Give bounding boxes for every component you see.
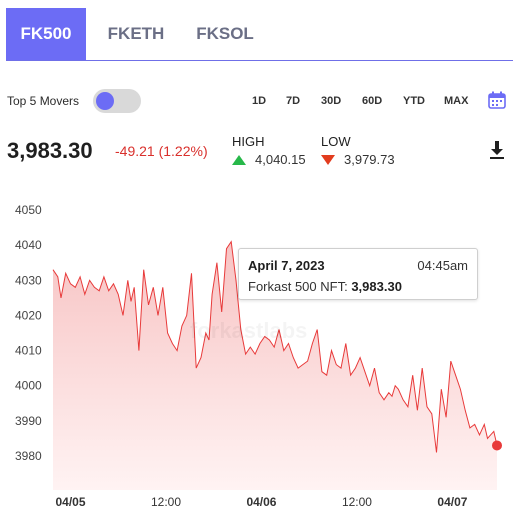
tab-fketh[interactable]: FKETH — [107, 24, 165, 43]
up-arrow-icon — [232, 155, 246, 165]
y-tick-label: 4010 — [15, 344, 42, 358]
download-icon[interactable] — [488, 140, 506, 160]
index-tabs: FK500 FKETH FKSOL — [6, 8, 513, 61]
current-point-marker[interactable] — [492, 440, 502, 451]
y-tick-label: 4000 — [15, 379, 42, 393]
range-max-button[interactable]: MAX — [444, 95, 469, 107]
price-chart: 3980 3990 4000 4010 4020 4030 4040 4050 04/05 12… — [15, 203, 502, 509]
x-axis: 04/05 12:00 04/06 12:00 04/07 — [55, 495, 467, 509]
chart-tooltip: April 7, 2023 04:45am Forkast 500 NFT: 3… — [238, 248, 478, 300]
price-change: -49.21 (1.22%) — [115, 143, 208, 159]
tab-fksol[interactable]: FKSOL — [196, 24, 254, 43]
top-movers-toggle[interactable] — [93, 89, 141, 113]
tooltip-series: Forkast 500 NFT: 3,983.30 — [248, 279, 402, 294]
high-value: 4,040.15 — [255, 152, 306, 167]
chart-controls: Top 5 Movers 1D 7D 30D 60D YTD MAX — [0, 84, 513, 118]
price-line — [52, 240, 498, 453]
tooltip-date: April 7, 2023 — [248, 258, 325, 273]
y-tick-label: 4040 — [15, 238, 42, 252]
tab-fk500[interactable]: FK500 — [6, 8, 86, 60]
range-60d-button[interactable]: 60D — [362, 95, 383, 107]
x-tick-label: 12:00 — [342, 495, 372, 509]
x-tick-label: 04/07 — [437, 495, 467, 509]
price-summary: 3,983.30 -49.21 (1.22%) HIGH 4,040.15 LO… — [0, 130, 513, 174]
current-price: 3,983.30 — [7, 138, 93, 163]
down-arrow-icon — [321, 155, 335, 165]
y-tick-label: 3980 — [15, 449, 42, 463]
x-tick-label: 04/05 — [55, 495, 85, 509]
tooltip-series-label: Forkast 500 NFT: — [248, 279, 348, 294]
price-area-fill — [53, 241, 497, 490]
calendar-icon[interactable] — [488, 91, 506, 109]
toggle-knob — [96, 92, 114, 110]
y-axis: 3980 3990 4000 4010 4020 4030 4040 4050 — [15, 203, 42, 463]
range-30d-button[interactable]: 30D — [321, 95, 342, 107]
range-7d-button[interactable]: 7D — [286, 95, 301, 107]
tooltip-time: 04:45am — [417, 258, 468, 273]
y-tick-label: 4020 — [15, 308, 42, 322]
y-tick-label: 4050 — [15, 203, 42, 217]
range-ytd-button[interactable]: YTD — [403, 95, 425, 107]
low-value: 3,979.73 — [344, 152, 395, 167]
top-movers-label: Top 5 Movers — [7, 94, 80, 108]
low-label: LOW — [321, 134, 351, 149]
tooltip-value: 3,983.30 — [351, 279, 402, 294]
y-tick-label: 3990 — [15, 414, 42, 428]
watermark-logo: forkastlabs — [190, 318, 307, 344]
x-tick-label: 12:00 — [151, 495, 181, 509]
high-label: HIGH — [232, 134, 265, 149]
range-1d-button[interactable]: 1D — [252, 95, 267, 107]
x-tick-label: 04/06 — [246, 495, 276, 509]
y-tick-label: 4030 — [15, 273, 42, 287]
